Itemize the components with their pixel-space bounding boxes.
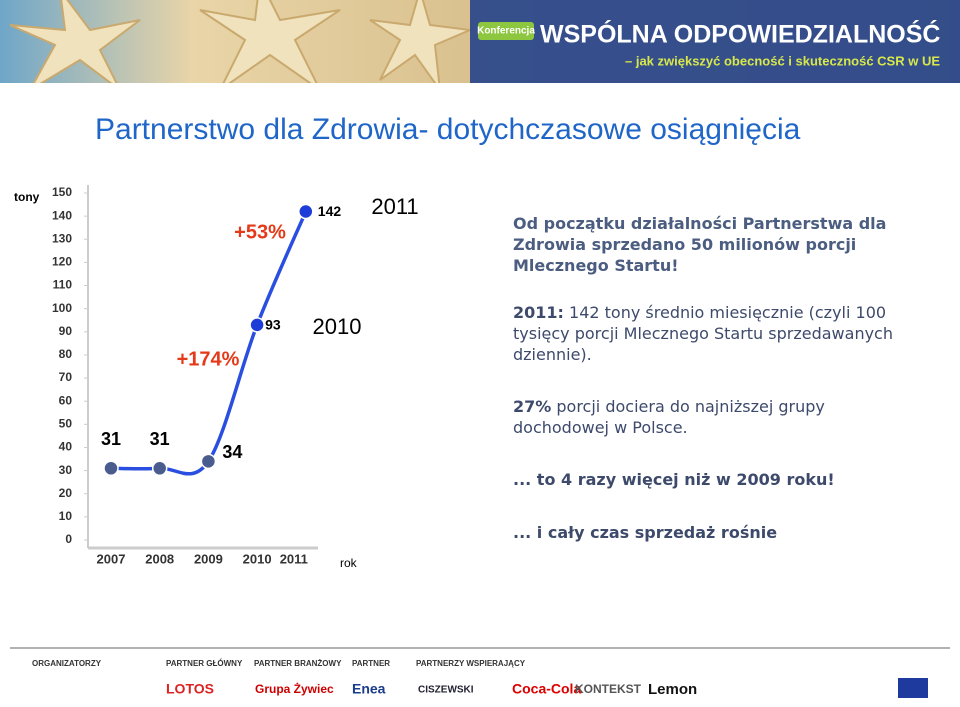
y-tick-label: 70: [59, 370, 73, 384]
text: Od początku działalności Partnerstwa dla…: [513, 214, 887, 275]
slide-title: Partnerstwo dla Zdrowia- dotychczasowe o…: [95, 113, 801, 146]
y-tick-label: 120: [52, 255, 72, 269]
y-tick-label: 10: [59, 509, 73, 523]
marker: [200, 453, 217, 470]
footer: ORGANIZATORZY PARTNER GŁÓWNY PARTNER BRANŻ…: [10, 647, 950, 698]
logo: Enea: [352, 681, 386, 697]
logo: LOTOS: [166, 681, 214, 697]
x-tick-label: 2008: [145, 551, 174, 566]
group-label: PARTNERZY WSPIERAJĄCY: [416, 659, 526, 668]
chart: 0 10 20 30 40 50 60 70 80 90 100 110 120 130 140 150 ton…: [14, 185, 419, 570]
paragraph: Od początku działalności Partnerstwa dla…: [513, 213, 913, 276]
annotation: 2011: [371, 194, 418, 219]
banner: Konferencja WSPÓLNA ODPOWIEDZIALNOŚĆ – j…: [0, 0, 960, 83]
logo: CISZEWSKI: [418, 685, 474, 696]
logo: Lemon: [648, 681, 697, 698]
data-label: 93: [265, 317, 281, 333]
y-tick-label: 110: [53, 278, 73, 292]
badge: [478, 22, 534, 40]
banner-subtitle: – jak zwiększyć obecność i skuteczność C…: [625, 53, 940, 68]
line: [110, 210, 308, 476]
y-axis-label: tony: [14, 190, 40, 204]
y-tick-label: 80: [59, 347, 73, 361]
text: ... to 4 razy więcej niż w 2009 roku!: [513, 470, 835, 489]
group-label: PARTNER GŁÓWNY: [166, 659, 243, 668]
marker: [103, 460, 119, 477]
text: 27%: [513, 397, 552, 416]
marker: [151, 460, 168, 477]
x-tick-label: 2009: [194, 551, 223, 566]
y-tick-label: 130: [52, 231, 72, 245]
y-tick-label: 20: [59, 486, 73, 500]
paragraph: ... i cały czas sprzedaż rośnie: [513, 522, 913, 543]
group-label: PARTNER BRANŻOWY: [254, 659, 342, 668]
marker: [298, 203, 314, 220]
text: porcji dociera do najniższej grupy docho…: [513, 397, 825, 437]
y-tick-label: 60: [59, 393, 73, 407]
logo: KONTEKST: [575, 682, 642, 696]
paragraph: 2011: 142 tony średnio miesięcznie (czyl…: [513, 302, 913, 365]
text: 2011:: [513, 303, 564, 322]
y-tick-label: 150: [52, 185, 72, 199]
text: ... i cały czas sprzedaż rośnie: [513, 523, 778, 542]
banner-panel: [470, 0, 960, 83]
y-tick-label: 0: [65, 532, 72, 546]
banner-title: WSPÓLNA ODPOWIEDZIALNOŚĆ: [540, 19, 940, 49]
x-tick-label: 2011: [280, 551, 308, 566]
group-label: PARTNER: [352, 659, 390, 668]
y-tick-label: 40: [59, 440, 73, 454]
data-label: 142: [318, 203, 342, 219]
x-tick-label: 2007: [97, 551, 126, 566]
annotation: 2010: [313, 314, 362, 339]
logo: Coca-Cola: [512, 681, 581, 697]
x-tick-label: 2010: [243, 551, 272, 566]
annotation: +174%: [177, 348, 240, 370]
y-tick-label: 100: [52, 301, 72, 315]
y-tick-label: 50: [59, 417, 73, 431]
group-label: ORGANIZATORZY: [32, 659, 102, 668]
badge-text: Konferencja: [477, 26, 535, 37]
paragraph: 27% porcji dociera do najniższej grupy d…: [513, 396, 913, 438]
y-tick-label: 140: [52, 208, 72, 222]
paragraph: ... to 4 razy więcej niż w 2009 roku!: [513, 469, 913, 490]
data-label: 34: [222, 442, 242, 462]
x-axis-label: rok: [340, 556, 358, 570]
starfish: [9, 0, 474, 83]
data-label: 31: [101, 429, 121, 449]
text: 142 tony średnio miesięcznie (czyli 100 …: [513, 303, 893, 364]
data-label: 31: [150, 429, 170, 449]
annotation: +53%: [234, 221, 286, 243]
marker: [249, 317, 265, 333]
logo: Grupa Żywiec: [255, 681, 334, 696]
eu-flag: [898, 678, 928, 698]
y-tick-label: 30: [59, 463, 73, 477]
y-tick-label: 90: [59, 324, 73, 338]
